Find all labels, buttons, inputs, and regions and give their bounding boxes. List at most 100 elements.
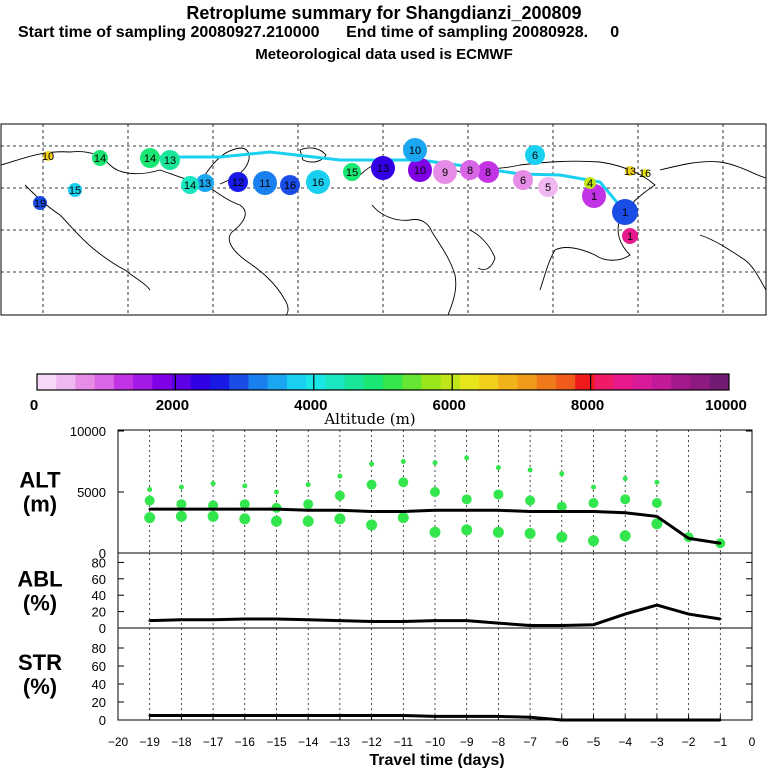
altitude-cluster-dot xyxy=(242,483,248,489)
trajectory-marker xyxy=(538,177,558,197)
colorbar-cell xyxy=(171,374,192,390)
colorbar-cell xyxy=(440,374,461,390)
series-point xyxy=(180,618,183,621)
altitude-cluster-dot xyxy=(654,479,660,485)
altitude-cluster-dot xyxy=(527,467,533,473)
colorbar-cell xyxy=(113,374,134,390)
x-tick-label: −8 xyxy=(492,735,506,749)
trajectory-marker-label: 8 xyxy=(467,165,473,177)
altitude-cluster-dot xyxy=(366,519,378,531)
series-point xyxy=(370,510,373,513)
trajectory-marker xyxy=(582,184,606,208)
series-point xyxy=(592,510,595,513)
colorbar-cell xyxy=(632,374,653,390)
series-point xyxy=(370,620,373,623)
trajectory-marker-label: 8 xyxy=(485,167,491,179)
colorbar-cell xyxy=(248,374,269,390)
trajectory-marker xyxy=(43,151,53,161)
colorbar-cell xyxy=(286,374,307,390)
series-point xyxy=(211,618,215,621)
series-point xyxy=(275,507,278,511)
altitude-cluster-dot xyxy=(461,524,473,536)
colorbar-cell xyxy=(575,374,595,390)
colorbar-cell xyxy=(690,374,711,390)
colorbar-cell xyxy=(536,374,557,390)
colorbar-cell xyxy=(56,374,76,390)
altitude-cluster-dot xyxy=(366,479,377,490)
panel-unit-str: (%) xyxy=(23,674,57,699)
colorbar: 0 2000 4000 6000 8000 10000 Altitude (m) xyxy=(30,373,747,428)
colorbar-tick-label: 2000 xyxy=(156,397,189,414)
series-point xyxy=(148,619,151,622)
colorbar-cell xyxy=(709,374,730,390)
series-point xyxy=(433,509,437,512)
coastlines xyxy=(0,147,767,316)
x-tick-label: −19 xyxy=(140,735,161,749)
altitude-cluster-dot xyxy=(176,499,187,510)
colorbar-cell xyxy=(325,374,346,390)
altitude-cluster-dot xyxy=(591,484,596,490)
altitude-cluster-dot xyxy=(559,471,565,477)
altitude-cluster-dot xyxy=(147,487,153,493)
trajectory-marker-label: 19 xyxy=(34,198,46,210)
altitude-cluster-dot xyxy=(210,480,216,486)
trajectory-marker xyxy=(622,228,638,244)
series-point xyxy=(307,618,310,621)
series-point xyxy=(655,515,659,518)
colorbar-tick-label: 10000 xyxy=(705,397,747,414)
trajectory-marker xyxy=(460,160,480,180)
trajectory-marker-label: 9 xyxy=(442,167,448,179)
altitude-cluster-dot xyxy=(271,515,282,527)
altitude-cluster-dot xyxy=(334,490,345,501)
x-tick-label: −13 xyxy=(330,735,351,749)
altitude-cluster-dot xyxy=(588,535,599,547)
trajectory-marker-label: 13 xyxy=(624,166,636,178)
trajectory-marker xyxy=(641,169,649,177)
y-tick-label: 80 xyxy=(92,555,106,570)
x-tick-label: −1 xyxy=(713,735,727,749)
altitude-cluster-dot xyxy=(400,459,406,464)
trajectory-marker xyxy=(403,138,427,162)
met-data-line: Meteorological data used is ECMWF xyxy=(255,46,513,63)
trajectory-marker xyxy=(68,183,82,197)
colorbar-tick-label: 8000 xyxy=(571,397,604,414)
trajectory-marker-label: 10 xyxy=(414,165,426,177)
y-tick-label: 0 xyxy=(99,621,106,636)
series-point xyxy=(148,507,151,511)
colorbar-cell xyxy=(479,374,499,390)
colorbar-cell xyxy=(37,374,57,390)
trajectory-marker-label: 15 xyxy=(69,185,81,197)
series-point xyxy=(180,507,183,511)
altitude-cluster-dot xyxy=(207,510,219,522)
series-point xyxy=(402,510,405,513)
colorbar-cell xyxy=(363,374,384,390)
trajectory-marker xyxy=(584,177,596,189)
panel-label-alt: ALT xyxy=(19,468,61,493)
trajectory-marker-label: 13 xyxy=(199,178,211,190)
trajectory-marker-label: 5 xyxy=(545,182,551,194)
trajectory-marker xyxy=(181,176,199,194)
colorbar-cell xyxy=(459,374,480,390)
series-point xyxy=(528,510,532,513)
trajectory-marker-label: 14 xyxy=(94,153,106,165)
panel-unit-alt: (m) xyxy=(23,492,57,517)
x-tick-label: 0 xyxy=(749,735,756,749)
altitude-cluster-dot xyxy=(334,513,346,525)
altitude-cluster-dot xyxy=(397,512,409,524)
series-point xyxy=(560,624,563,627)
sampling-time-line: Start time of sampling 20080927.210000 E… xyxy=(18,24,620,41)
panel-label-abl: ABL xyxy=(17,567,62,592)
trajectory-marker-label: 6 xyxy=(520,175,526,187)
altitude-cluster-dot xyxy=(525,495,536,506)
series-point xyxy=(433,619,437,622)
series-point xyxy=(243,617,246,621)
trajectory-marker xyxy=(306,170,330,194)
altitude-cluster-dot xyxy=(461,494,472,505)
series-point xyxy=(465,509,468,512)
y-tick-label: 20 xyxy=(92,605,106,620)
altitude-cluster-dot xyxy=(144,495,155,506)
altitude-cluster-dot xyxy=(178,484,184,490)
colorbar-cell xyxy=(594,374,615,390)
trajectory-marker-label: 1 xyxy=(627,231,633,243)
